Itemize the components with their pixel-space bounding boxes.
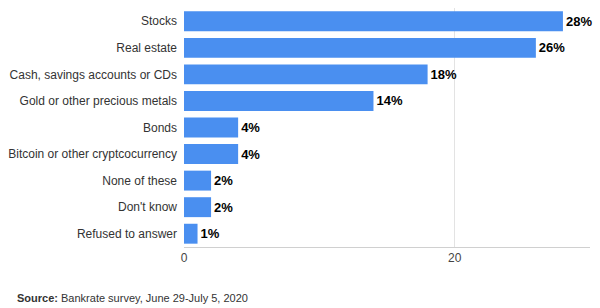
svg-text:Source: Bankrate survey, June: Source: Bankrate survey, June 29-July 5,… (17, 292, 248, 304)
svg-text:None of these: None of these (102, 174, 177, 188)
svg-text:Bitcoin or other cryptcocurren: Bitcoin or other cryptcocurrency (8, 147, 177, 161)
svg-text:2%: 2% (214, 173, 233, 188)
svg-text:0: 0 (181, 251, 188, 265)
svg-text:4%: 4% (241, 147, 260, 162)
svg-text:Don't know: Don't know (118, 200, 177, 214)
svg-text:14%: 14% (376, 93, 402, 108)
svg-text:Real estate: Real estate (116, 41, 177, 55)
svg-text:28%: 28% (566, 14, 592, 29)
svg-text:18%: 18% (431, 67, 457, 82)
svg-text:Gold or other precious metals: Gold or other precious metals (20, 94, 177, 108)
svg-text:2%: 2% (214, 200, 233, 215)
svg-text:26%: 26% (539, 40, 565, 55)
svg-text:Stocks: Stocks (141, 14, 177, 28)
svg-text:Cash, savings accounts or CDs: Cash, savings accounts or CDs (10, 68, 177, 82)
svg-text:4%: 4% (241, 120, 260, 135)
svg-text:Refused to answer: Refused to answer (77, 227, 177, 241)
svg-text:20: 20 (448, 251, 462, 265)
svg-text:1%: 1% (201, 226, 220, 241)
svg-text:Bonds: Bonds (143, 121, 177, 135)
